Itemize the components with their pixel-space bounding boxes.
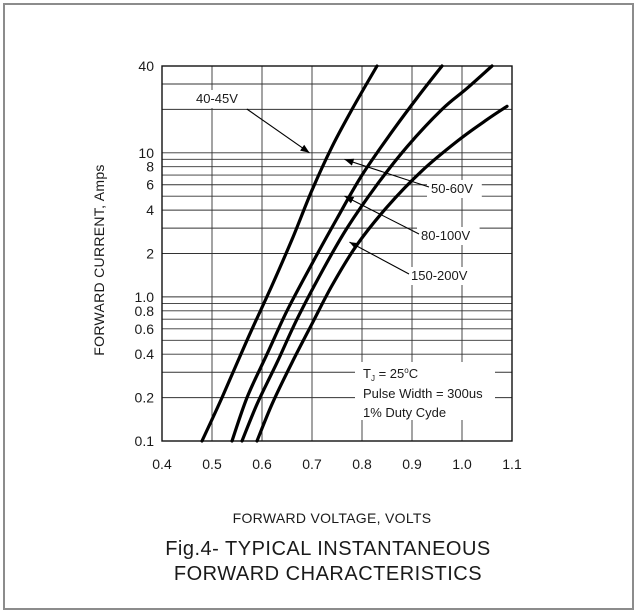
annotation-label-80-100V: 80-100V	[421, 228, 470, 243]
y-axis-label: FORWARD CURRENT, Amps	[91, 164, 107, 355]
x-axis-label: FORWARD VOLTAGE, VOLTS	[233, 510, 432, 526]
y-tick-label-11: 40	[138, 58, 154, 74]
figure-title-line-2: FORWARD CHARACTERISTICS	[174, 563, 482, 585]
x-tick-label-5: 0.9	[402, 456, 422, 472]
annotation-leader-40-45V	[246, 108, 310, 154]
tj-condition: TJ = 25oC	[363, 366, 418, 383]
tj-unit: C	[409, 366, 418, 381]
y-tick-label-2: 0.4	[135, 346, 155, 362]
annotation-arrowhead-40-45V	[300, 144, 310, 153]
series-curve-50-60V	[230, 64, 444, 443]
annotation-leader-150-200V	[349, 241, 410, 275]
test-conditions: TJ = 25oC Pulse Width = 300us 1% Duty Cy…	[355, 362, 495, 420]
y-tick-labels: 0.1 0.2 0.4 0.6 0.81.0 2 4 6 810 40	[135, 58, 155, 449]
annotation-bg-40-45V	[192, 90, 247, 108]
annotation-label-150-200V: 150-200V	[411, 268, 468, 283]
annotation-leader-80-100V	[344, 195, 420, 235]
series-curve-80-100V	[240, 64, 494, 443]
figure-frame	[3, 3, 634, 610]
y-tick-label-0: 0.1	[135, 433, 155, 449]
y-tick-label-9: 8	[146, 159, 154, 175]
y-tick-label-8: 6	[146, 177, 154, 193]
y-tick-label-6: 2	[146, 246, 154, 262]
annotation-arrowhead-150-200V	[349, 242, 360, 250]
y-tick-label-10: 10	[138, 145, 154, 161]
y-tick-label-4: 0.8	[135, 303, 155, 319]
x-tick-labels: 0.4 0.5 0.6 0.7 0.8 0.9 1.0 1.1	[152, 456, 522, 472]
y-tick-label-5: 1.0	[135, 289, 155, 305]
tj-prefix: T	[363, 366, 371, 381]
series-curve-40-45V	[200, 64, 379, 443]
x-tick-label-6: 1.0	[452, 456, 472, 472]
x-tick-label-2: 0.6	[252, 456, 272, 472]
annotation-leader-50-60V	[344, 158, 430, 188]
x-tick-label-0: 0.4	[152, 456, 172, 472]
annotation-label-40-45V: 40-45V	[196, 91, 238, 106]
annotation-bg-80-100V	[417, 227, 480, 245]
x-tick-label-7: 1.1	[502, 456, 522, 472]
duty-cycle-condition: 1% Duty Cyde	[363, 405, 446, 420]
degree-mark: o	[404, 366, 409, 375]
annotation-label-50-60V: 50-60V	[431, 181, 473, 196]
x-tick-label-1: 0.5	[202, 456, 222, 472]
annotation-bg-150-200V	[407, 267, 478, 285]
series-annotations: 40-45V 50-60V 80-100V 150-200V	[192, 90, 482, 285]
pulse-width-condition: Pulse Width = 300us	[363, 386, 483, 401]
y-tick-label-7: 4	[146, 202, 154, 218]
conditions-box	[355, 362, 495, 420]
annotation-arrowhead-50-60V	[344, 158, 355, 166]
y-tick-label-1: 0.2	[135, 390, 155, 406]
tj-subscript: J	[371, 374, 375, 383]
y-tick-label-3: 0.6	[135, 321, 155, 337]
annotation-bg-50-60V	[427, 180, 482, 198]
figure-title-line-1: Fig.4- TYPICAL INSTANTANEOUS	[165, 538, 491, 560]
x-tick-label-3: 0.7	[302, 456, 322, 472]
annotation-arrowhead-80-100V	[344, 196, 355, 204]
tj-equals: = 25	[375, 366, 404, 381]
plot-border	[161, 65, 513, 442]
x-tick-label-4: 0.8	[352, 456, 372, 472]
